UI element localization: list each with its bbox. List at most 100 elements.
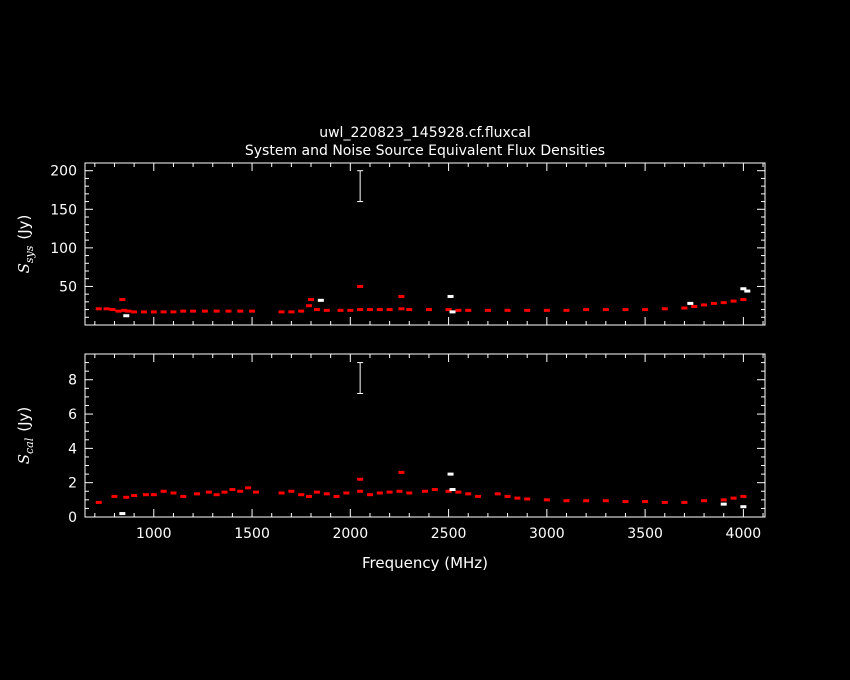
data-point-red bbox=[142, 493, 149, 497]
data-point-red bbox=[431, 488, 438, 492]
data-point-red bbox=[123, 495, 130, 499]
data-point-red bbox=[398, 470, 405, 474]
data-point-red bbox=[701, 499, 708, 503]
y-tick-label: 150 bbox=[50, 202, 77, 218]
x-tick-label: 1500 bbox=[234, 526, 270, 542]
y-tick-label: 6 bbox=[68, 407, 77, 423]
data-point-red bbox=[333, 494, 340, 498]
data-point-white bbox=[740, 505, 747, 509]
data-point-red bbox=[103, 307, 110, 311]
data-point-red bbox=[475, 494, 482, 498]
data-point-red bbox=[445, 308, 452, 312]
chart-subtitle: System and Noise Source Equivalent Flux … bbox=[245, 143, 605, 159]
data-point-red bbox=[160, 489, 167, 493]
data-point-red bbox=[170, 491, 177, 495]
data-point-red bbox=[111, 494, 118, 498]
data-point-red bbox=[323, 492, 330, 496]
data-point-red bbox=[386, 490, 393, 494]
data-point-red bbox=[347, 308, 354, 312]
data-point-red bbox=[201, 309, 208, 313]
data-point-red bbox=[406, 308, 413, 312]
data-point-red bbox=[221, 490, 228, 494]
data-point-red bbox=[190, 309, 197, 313]
data-point-red bbox=[119, 298, 126, 302]
y-tick-label: 4 bbox=[68, 441, 77, 457]
data-point-red bbox=[701, 303, 708, 307]
data-point-red bbox=[225, 309, 232, 313]
data-point-red bbox=[720, 498, 727, 502]
y-label-subscript: sys bbox=[23, 245, 36, 263]
data-point-red bbox=[642, 308, 649, 312]
data-point-red bbox=[213, 309, 220, 313]
data-point-red bbox=[298, 309, 305, 313]
data-point-red bbox=[622, 308, 629, 312]
data-point-red bbox=[308, 298, 315, 302]
data-point-red bbox=[150, 310, 157, 314]
x-tick-label: 1000 bbox=[136, 526, 172, 542]
data-point-red bbox=[121, 308, 128, 312]
data-point-red bbox=[396, 489, 403, 493]
x-tick-label: 3500 bbox=[627, 526, 663, 542]
data-point-red bbox=[455, 490, 462, 494]
data-point-red bbox=[681, 500, 688, 504]
y-label-symbol: S bbox=[15, 263, 33, 273]
data-point-red bbox=[583, 499, 590, 503]
data-point-red bbox=[288, 310, 295, 314]
data-point-red bbox=[494, 492, 501, 496]
data-point-red bbox=[306, 494, 313, 498]
y-tick-label: 200 bbox=[50, 164, 77, 180]
data-point-red bbox=[602, 308, 609, 312]
data-point-red bbox=[298, 493, 305, 497]
data-point-red bbox=[514, 496, 521, 500]
data-point-red bbox=[681, 306, 688, 310]
data-point-red bbox=[306, 304, 313, 308]
data-point-red bbox=[730, 496, 737, 500]
data-point-red bbox=[366, 308, 373, 312]
data-point-red bbox=[740, 494, 747, 498]
data-point-red bbox=[504, 494, 511, 498]
x-axis-label: Frequency (MHz) bbox=[362, 554, 488, 572]
data-point-white bbox=[447, 294, 454, 298]
data-point-white bbox=[740, 287, 747, 291]
data-point-red bbox=[278, 310, 285, 314]
data-point-red bbox=[150, 493, 157, 497]
data-point-red bbox=[543, 308, 550, 312]
data-point-red bbox=[730, 299, 737, 303]
data-point-red bbox=[484, 308, 491, 312]
data-point-red bbox=[249, 309, 256, 313]
data-point-red bbox=[278, 491, 285, 495]
data-point-red bbox=[229, 488, 236, 492]
data-point-red bbox=[357, 477, 364, 481]
data-point-red bbox=[205, 490, 212, 494]
y-label-symbol: S bbox=[15, 454, 33, 464]
data-point-red bbox=[115, 309, 122, 313]
data-point-red bbox=[524, 308, 531, 312]
data-point-red bbox=[337, 308, 344, 312]
x-tick-label: 2000 bbox=[332, 526, 368, 542]
data-point-red bbox=[376, 491, 383, 495]
data-point-red bbox=[422, 489, 428, 493]
y-label-unit: (Jy) bbox=[15, 407, 33, 432]
data-point-white bbox=[449, 310, 456, 314]
data-point-red bbox=[323, 308, 330, 312]
data-point-red bbox=[125, 309, 132, 313]
plot-frame bbox=[84, 353, 766, 518]
data-point-red bbox=[180, 494, 187, 498]
data-point-red bbox=[642, 500, 649, 504]
data-point-red bbox=[661, 307, 668, 311]
data-point-red bbox=[455, 308, 462, 312]
data-point-red bbox=[710, 301, 717, 305]
data-point-red bbox=[95, 307, 102, 311]
data-point-red bbox=[563, 499, 570, 503]
data-point-white bbox=[317, 298, 324, 302]
panel-bottom: 0 2 4 6 8 1000 1500 2000 2500 3000 3500 4000 Frequen… bbox=[15, 353, 766, 572]
data-point-red bbox=[313, 490, 320, 494]
data-point-red bbox=[357, 489, 364, 493]
data-point-red bbox=[622, 500, 629, 504]
data-point-red bbox=[95, 500, 102, 504]
y-tick-label: 50 bbox=[59, 279, 77, 295]
data-point-red bbox=[563, 308, 570, 312]
data-point-red bbox=[465, 492, 472, 496]
data-point-red bbox=[691, 304, 698, 308]
